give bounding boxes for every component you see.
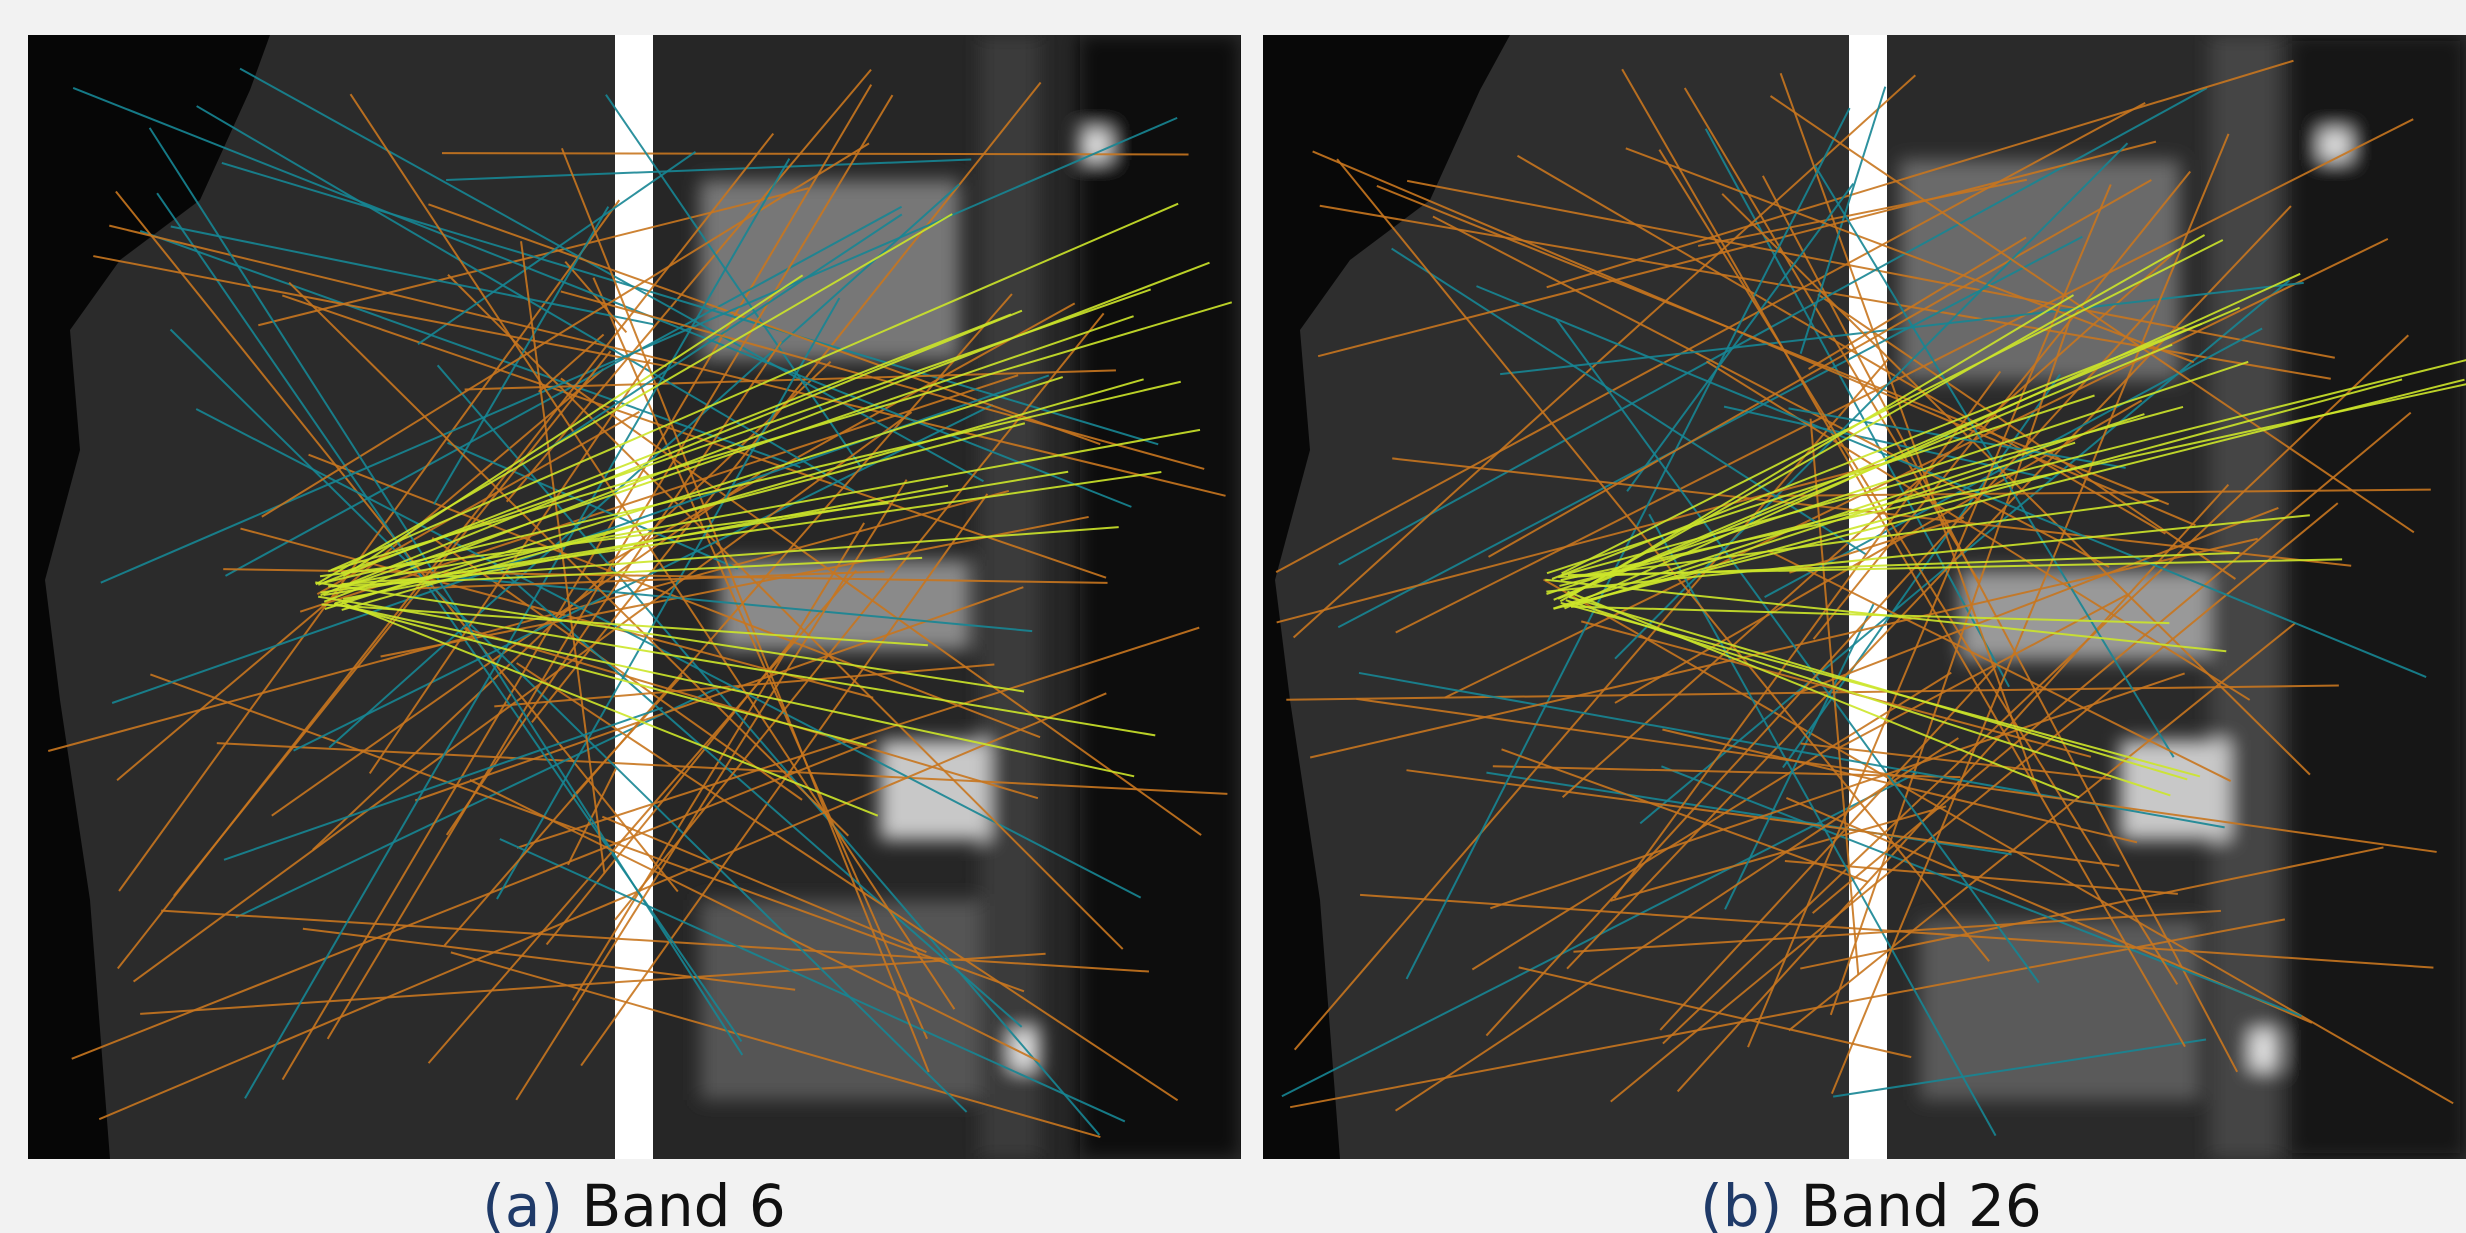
caption-text: Band 6	[582, 1172, 786, 1233]
caption-label: (b)	[1700, 1172, 1782, 1233]
caption-a: (a) Band 6	[482, 1172, 786, 1233]
caption-b: (b) Band 26	[1700, 1172, 2042, 1233]
separator	[1849, 35, 1887, 1159]
figure: (a) Band 6 (b) Band 26	[0, 0, 2466, 1233]
match-line	[442, 153, 1189, 154]
caption-text: Band 26	[1801, 1172, 2042, 1233]
panel-b	[1263, 35, 2466, 1159]
panel-a	[28, 35, 1241, 1159]
caption-label: (a)	[482, 1172, 563, 1233]
page: {"panels": [ {"label": "(a)", "caption":…	[0, 0, 2466, 1233]
